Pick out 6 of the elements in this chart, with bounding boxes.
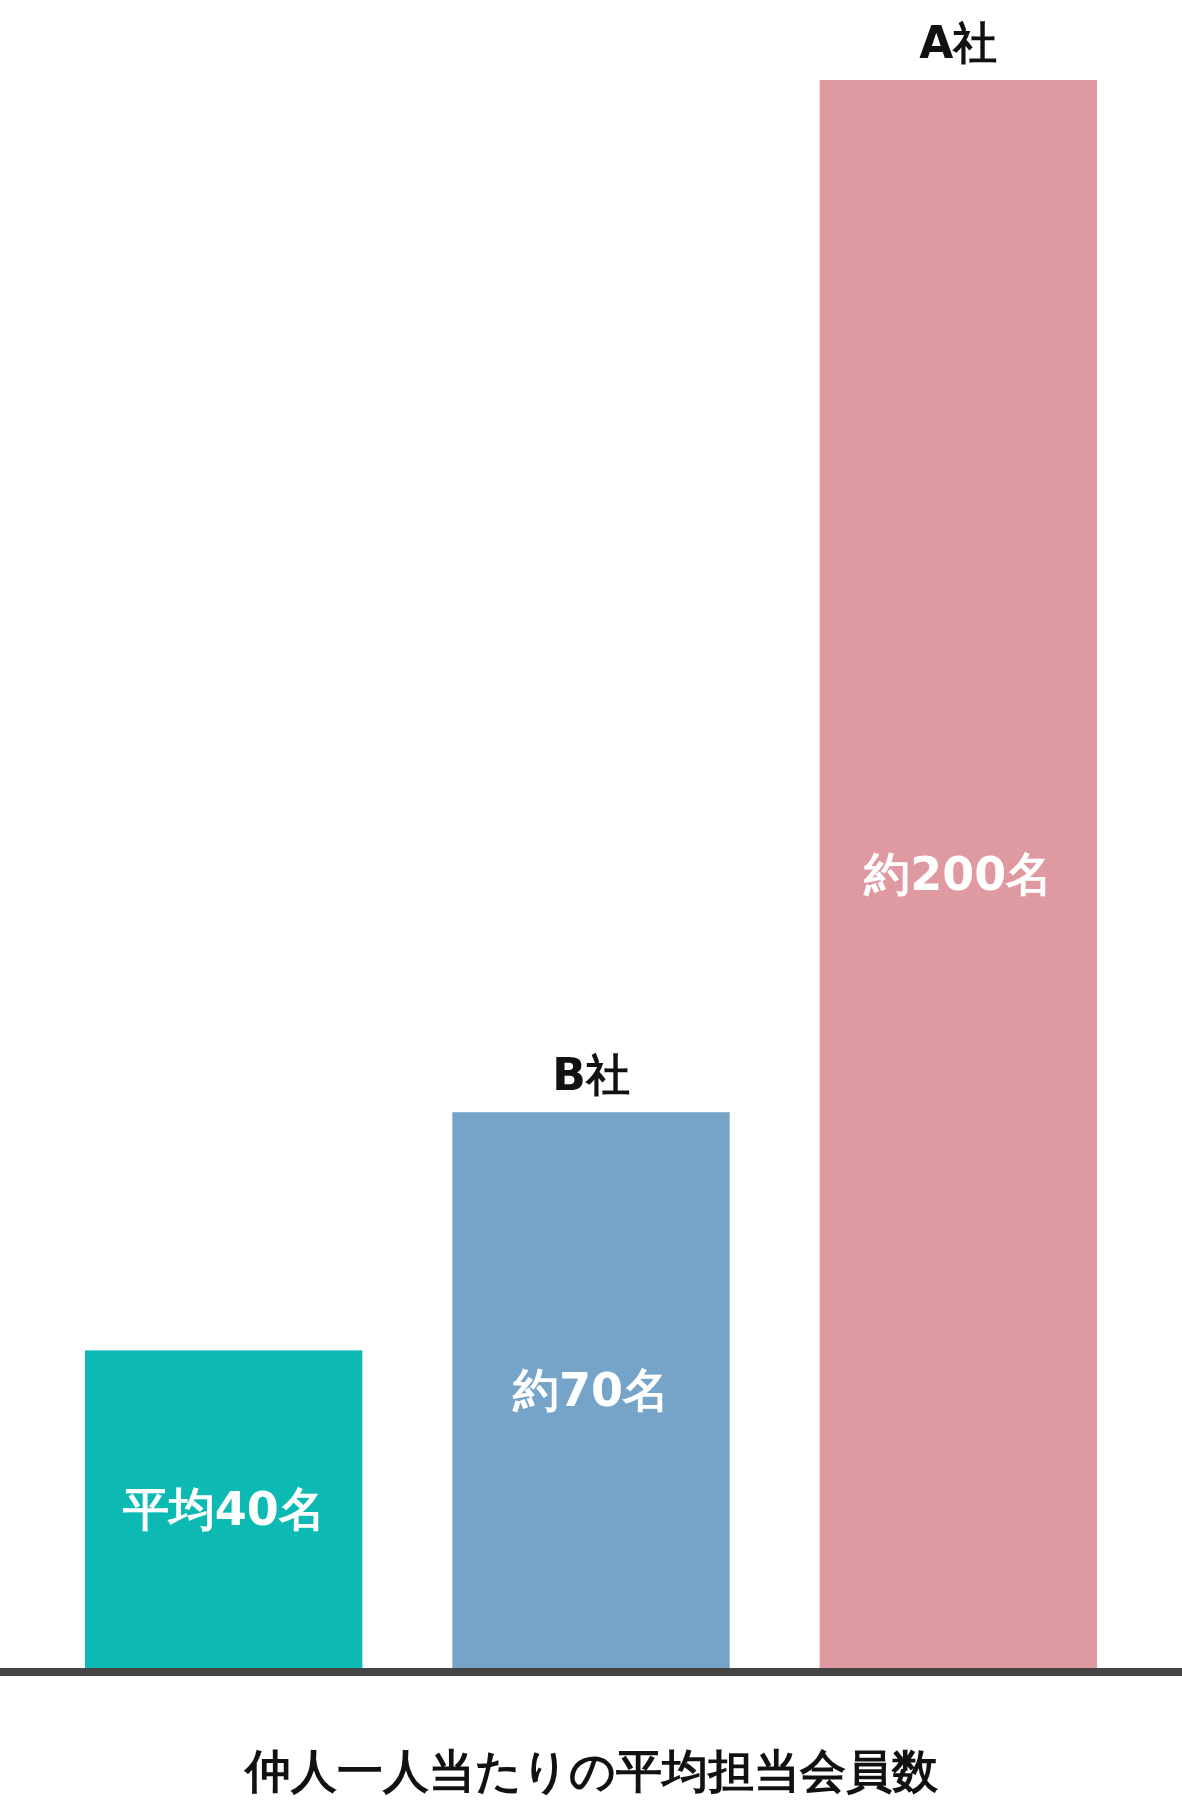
data-label: 約70名 xyxy=(511,1363,670,1418)
x-tick-label: A社 xyxy=(919,17,998,68)
x-axis-title: 仲人一人当たりの平均担当会員数 xyxy=(242,1744,939,1798)
data-label: 平均40名 xyxy=(122,1482,325,1537)
x-tick-label: B社 xyxy=(552,1049,630,1101)
data-label: 約200名 xyxy=(863,847,1053,901)
